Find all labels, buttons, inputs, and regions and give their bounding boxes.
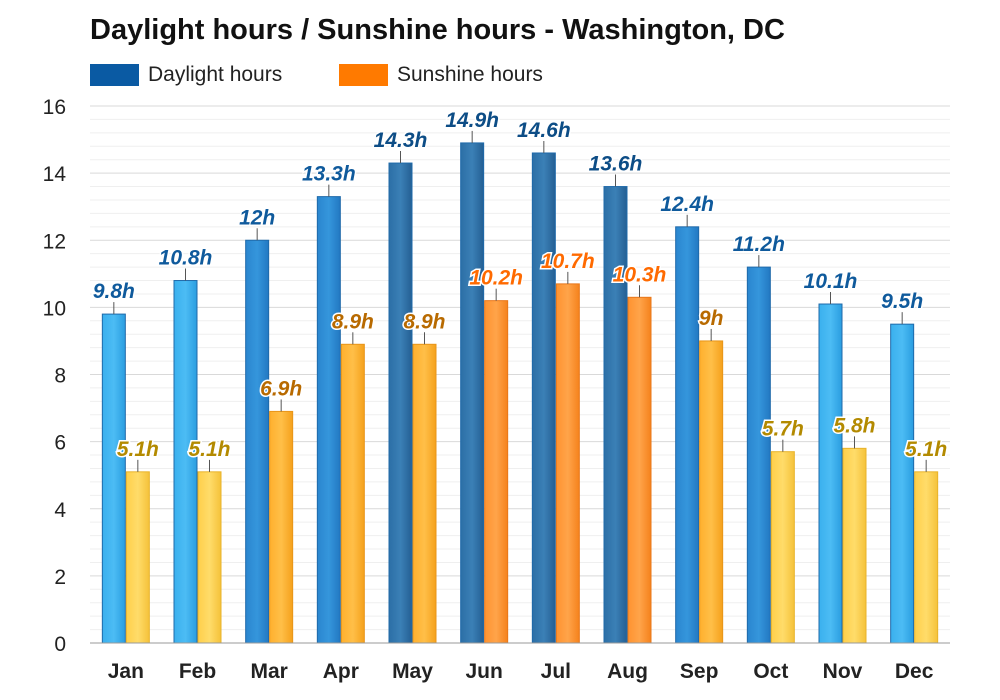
data-label-sunshine: 9h	[699, 307, 724, 330]
bar-sunshine-jan[interactable]	[125, 471, 150, 644]
bar-daylight-mar[interactable]	[245, 239, 270, 644]
data-label-sunshine: 5.1h	[188, 438, 230, 461]
y-tick-label: 10	[43, 297, 66, 320]
x-tick-label: Nov	[823, 660, 863, 683]
legend-item-sunshine[interactable]: Sunshine hours	[339, 62, 543, 88]
bar-daylight-nov[interactable]	[818, 303, 843, 644]
bar-sunshine-apr[interactable]	[340, 343, 365, 644]
x-tick-label: Oct	[753, 660, 788, 683]
bar-sunshine-jul[interactable]	[555, 283, 580, 644]
x-tick-label: Mar	[250, 660, 287, 683]
data-label-daylight: 11.2h	[733, 233, 785, 256]
legend-swatch-daylight	[90, 64, 139, 86]
data-label-daylight: 12h	[239, 206, 275, 229]
bar-sunshine-mar[interactable]	[269, 410, 294, 644]
bar-sunshine-aug[interactable]	[627, 296, 652, 644]
data-label-sunshine: 5.1h	[117, 438, 159, 461]
legend-label-sunshine: Sunshine hours	[397, 63, 543, 86]
bar-sunshine-dec[interactable]	[914, 471, 939, 644]
data-label-daylight: 12.4h	[660, 193, 714, 216]
bar-daylight-oct[interactable]	[746, 266, 771, 644]
y-tick-label: 6	[54, 432, 66, 455]
bar-daylight-apr[interactable]	[316, 196, 341, 644]
y-tick-label: 8	[54, 365, 66, 388]
x-tick-label: Sep	[680, 660, 719, 683]
x-tick-label: Feb	[179, 660, 216, 683]
data-label-daylight: 13.6h	[589, 153, 643, 176]
bar-daylight-jul[interactable]	[531, 152, 556, 644]
data-label-sunshine: 10.7h	[541, 250, 595, 273]
data-label-sunshine: 10.3h	[613, 263, 667, 286]
legend-item-daylight[interactable]: Daylight hours	[90, 62, 282, 88]
x-tick-label: Jun	[465, 660, 502, 683]
bar-sunshine-sep[interactable]	[699, 340, 724, 644]
bar-sunshine-may[interactable]	[412, 343, 437, 644]
data-label-sunshine: 6.9h	[260, 377, 302, 400]
chart-title: Daylight hours / Sunshine hours - Washin…	[90, 14, 785, 46]
data-label-sunshine: 8.9h	[332, 310, 374, 333]
bar-sunshine-jun[interactable]	[484, 300, 509, 644]
bar-daylight-jan[interactable]	[101, 313, 126, 644]
bar-daylight-feb[interactable]	[173, 280, 198, 644]
data-label-daylight: 14.9h	[445, 109, 499, 132]
bar-daylight-dec[interactable]	[890, 323, 915, 644]
bar-sunshine-nov[interactable]	[842, 447, 867, 644]
data-label-daylight: 10.1h	[804, 270, 858, 293]
data-label-sunshine: 5.1h	[905, 438, 947, 461]
data-label-daylight: 10.8h	[159, 247, 213, 270]
y-tick-label: 12	[43, 230, 66, 253]
data-label-daylight: 9.8h	[93, 280, 135, 303]
y-tick-label: 14	[43, 163, 67, 186]
bar-daylight-may[interactable]	[388, 162, 413, 644]
legend-swatch-sunshine	[339, 64, 388, 86]
bar-daylight-sep[interactable]	[675, 226, 700, 644]
data-label-sunshine: 5.8h	[833, 414, 875, 437]
x-tick-label: Dec	[895, 660, 934, 683]
bar-daylight-aug[interactable]	[603, 186, 628, 644]
data-label-daylight: 9.5h	[881, 290, 923, 313]
bar-sunshine-feb[interactable]	[197, 471, 222, 644]
data-label-sunshine: 8.9h	[403, 310, 445, 333]
data-label-daylight: 13.3h	[302, 163, 356, 186]
legend-label-daylight: Daylight hours	[148, 63, 283, 86]
x-tick-label: Aug	[607, 660, 648, 683]
data-label-daylight: 14.6h	[517, 119, 571, 142]
y-tick-label: 2	[54, 566, 66, 589]
bar-daylight-jun[interactable]	[460, 142, 485, 644]
y-tick-label: 4	[54, 499, 66, 522]
bar-sunshine-oct[interactable]	[770, 451, 795, 644]
y-tick-label: 0	[54, 633, 66, 656]
x-tick-label: May	[392, 660, 433, 683]
x-tick-label: Jul	[541, 660, 571, 683]
data-label-sunshine: 5.7h	[762, 418, 804, 441]
y-tick-label: 16	[43, 96, 66, 119]
data-label-sunshine: 10.2h	[469, 267, 523, 290]
data-label-daylight: 14.3h	[374, 129, 428, 152]
x-tick-label: Jan	[108, 660, 144, 683]
x-tick-label: Apr	[323, 660, 359, 683]
